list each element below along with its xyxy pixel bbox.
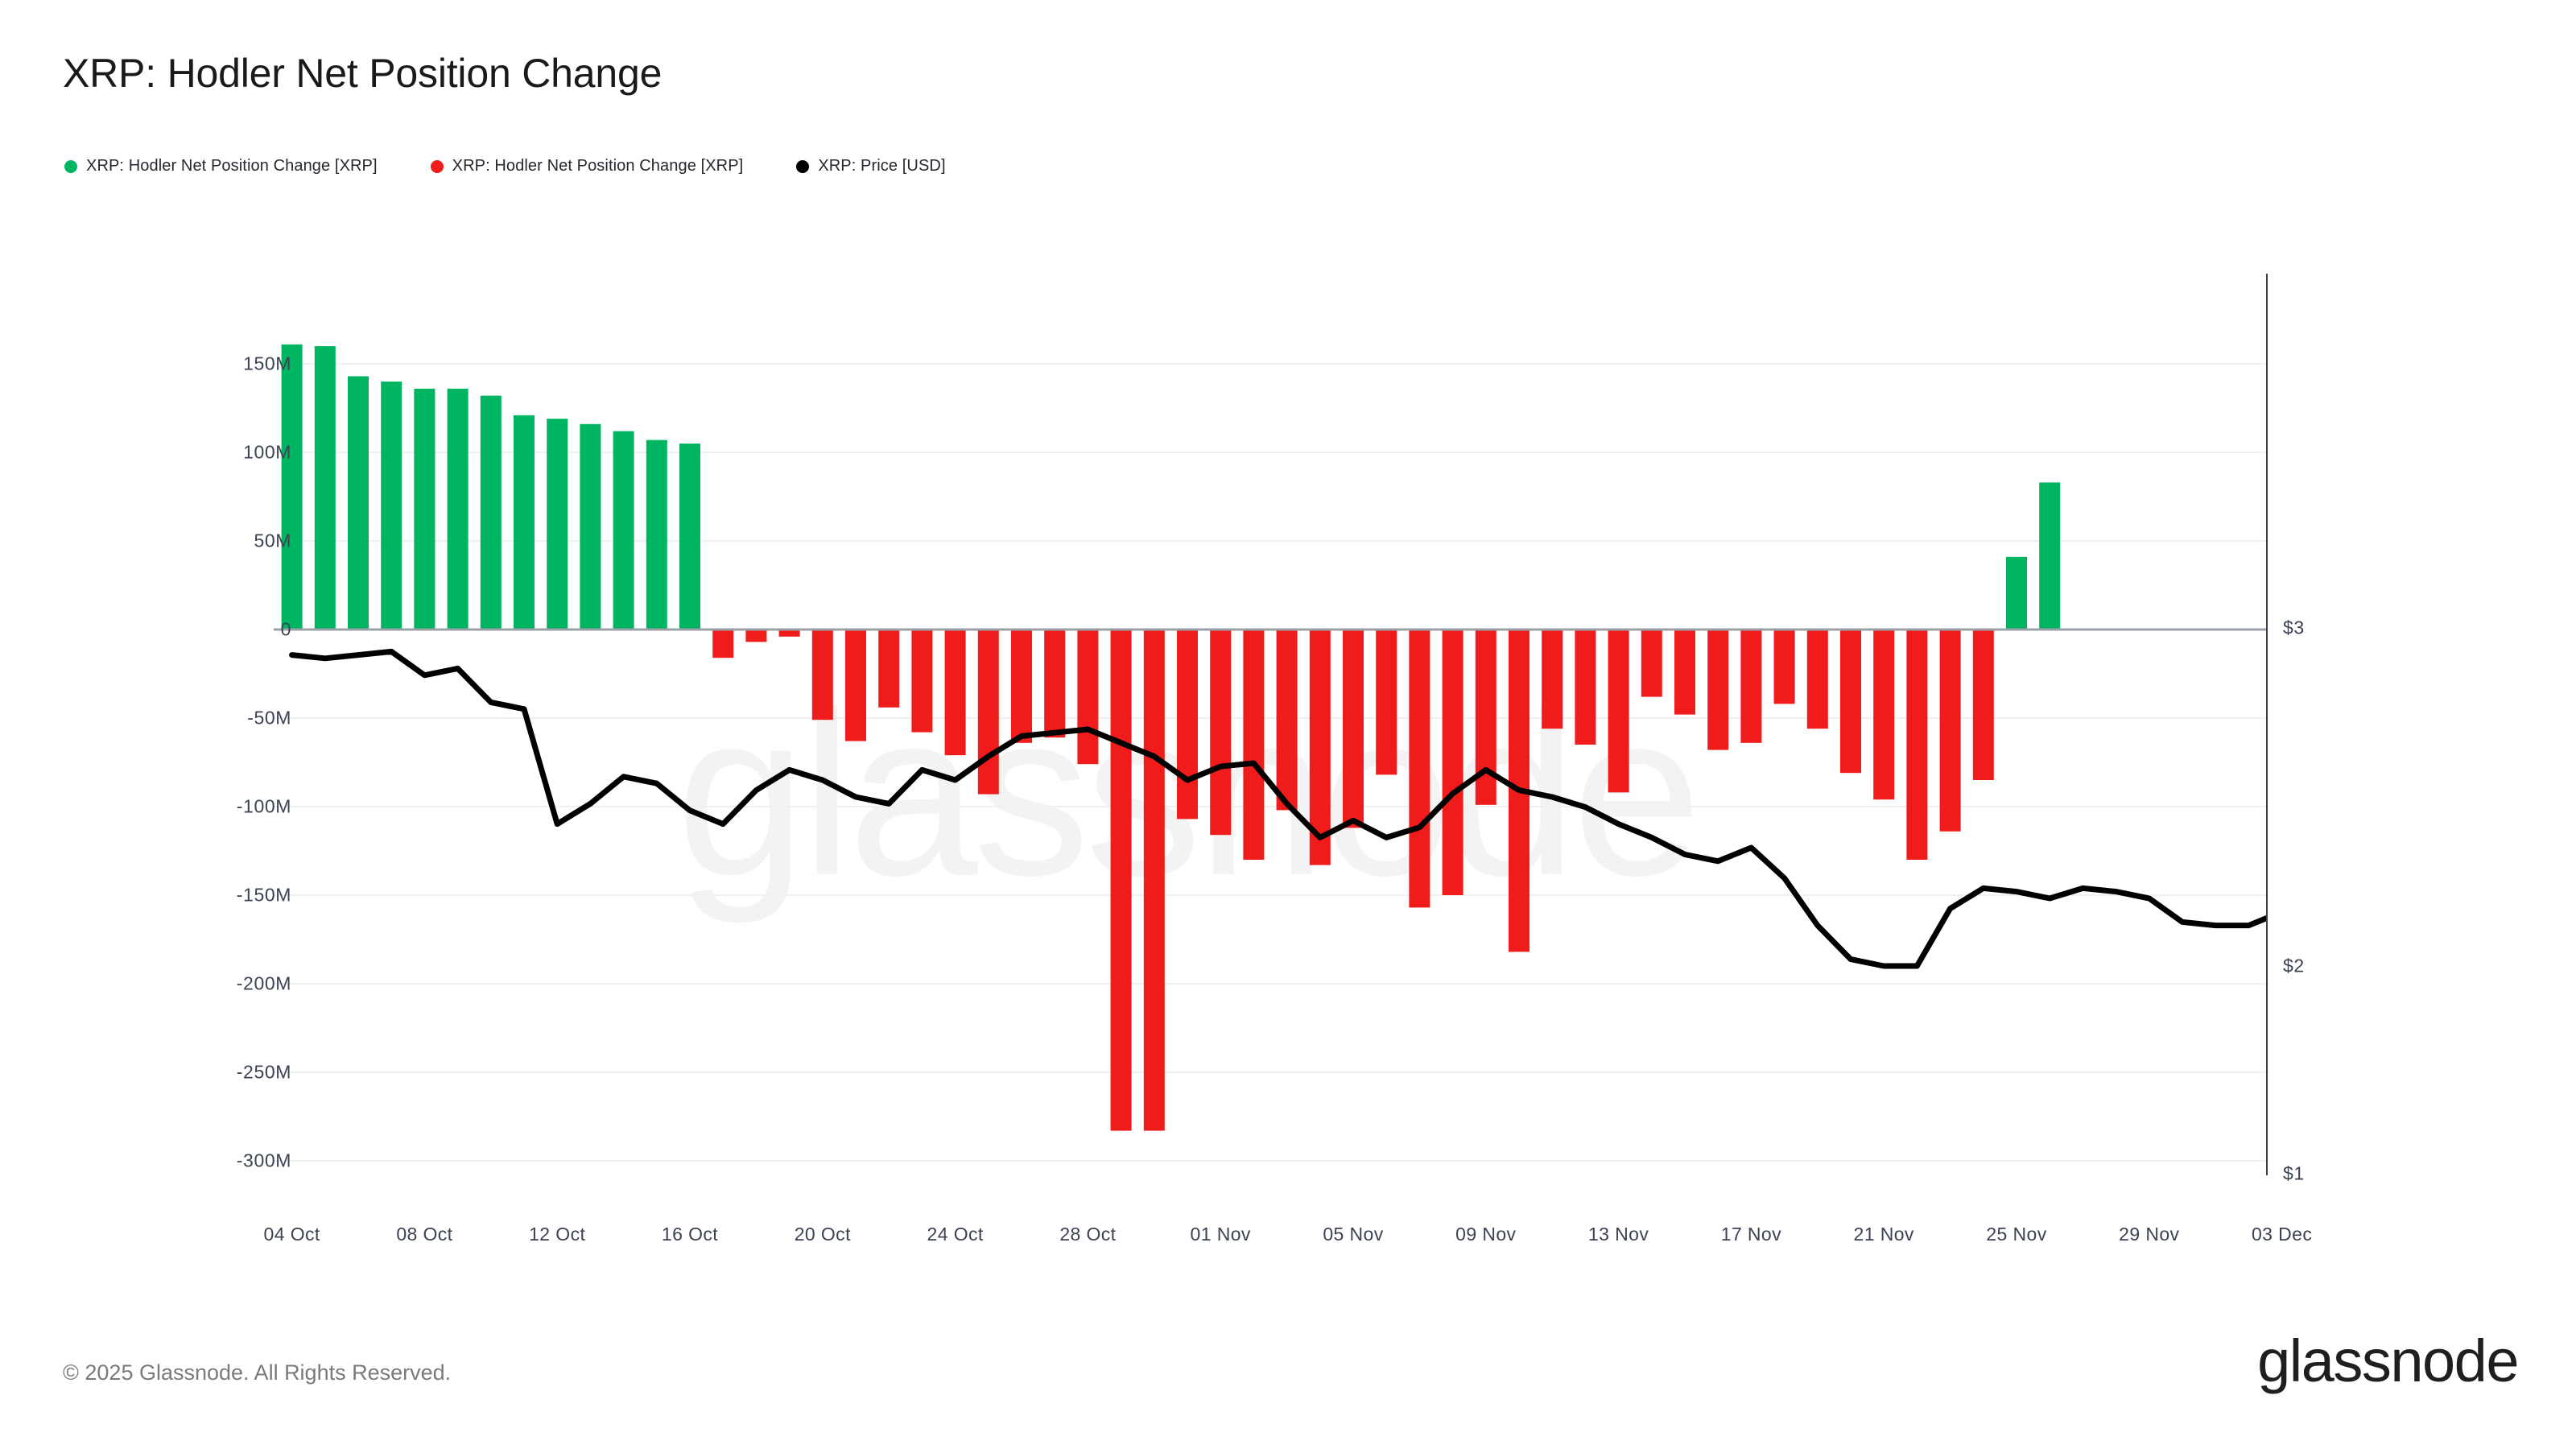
bar[interactable] (1077, 630, 1099, 765)
bar[interactable] (679, 444, 700, 630)
y2-axis-tick-label: $3 (2283, 617, 2305, 638)
bar[interactable] (646, 440, 667, 630)
legend-item-hodler-negative[interactable]: XRP: Hodler Net Position Change [XRP] (430, 157, 744, 175)
bar[interactable] (414, 388, 436, 630)
bar[interactable] (1939, 630, 1961, 832)
y-axis-tick-label: -100M (236, 795, 291, 817)
x-axis-tick-label: 01 Nov (1190, 1224, 1251, 1245)
bar[interactable] (1044, 630, 1066, 738)
legend-dot-black-icon (796, 159, 810, 173)
y-axis-tick-label: 50M (254, 530, 291, 551)
bar[interactable] (1343, 630, 1364, 828)
y-axis-tick-label: -50M (247, 707, 291, 729)
chart-canvas (274, 344, 2266, 1162)
bar[interactable] (1276, 630, 1298, 811)
bar[interactable] (1011, 630, 1032, 743)
bar[interactable] (1906, 630, 1928, 860)
x-axis-tick-label: 16 Oct (661, 1224, 719, 1245)
chart-plot-area (274, 274, 2268, 1175)
bar[interactable] (381, 382, 402, 630)
bar[interactable] (1110, 630, 1132, 1131)
chart-legend: XRP: Hodler Net Position Change [XRP] XR… (64, 157, 999, 175)
legend-dot-red-icon (430, 159, 444, 173)
bar[interactable] (944, 630, 966, 756)
x-axis-tick-label: 13 Nov (1587, 1224, 1649, 1245)
bar[interactable] (314, 346, 336, 630)
right-axis-line (2266, 274, 2268, 1175)
bar[interactable] (1740, 630, 1762, 743)
bar[interactable] (1972, 630, 1994, 780)
bar[interactable] (1442, 630, 1463, 895)
bar[interactable] (1707, 630, 1729, 750)
bar[interactable] (1575, 630, 1596, 745)
bar[interactable] (281, 344, 303, 630)
x-axis-tick-label: 28 Oct (1059, 1224, 1117, 1245)
legend-dot-green-icon (64, 159, 77, 173)
bar[interactable] (1674, 630, 1695, 715)
bar[interactable] (1177, 630, 1198, 819)
x-axis-tick-label: 20 Oct (794, 1224, 851, 1245)
glassnode-logo: glassnode (2257, 1327, 2519, 1394)
x-axis-tick-label: 05 Nov (1323, 1224, 1384, 1245)
x-axis-tick-label: 24 Oct (927, 1224, 984, 1245)
bar[interactable] (1641, 630, 1662, 697)
y-axis-tick-label: -150M (236, 884, 291, 906)
bar[interactable] (1409, 630, 1430, 908)
bar[interactable] (1542, 630, 1563, 729)
bar[interactable] (580, 423, 601, 630)
bar[interactable] (811, 630, 833, 720)
bar[interactable] (613, 431, 634, 630)
x-axis-tick-label: 03 Dec (2251, 1224, 2313, 1245)
x-axis-tick-label: 12 Oct (529, 1224, 586, 1245)
footer-copyright: © 2025 Glassnode. All Rights Reserved. (63, 1360, 452, 1385)
bar[interactable] (778, 630, 800, 637)
x-axis-tick-label: 21 Nov (1853, 1224, 1914, 1245)
bar[interactable] (2006, 556, 2027, 630)
legend-label: XRP: Hodler Net Position Change [XRP] (452, 157, 744, 175)
bar[interactable] (878, 630, 900, 708)
legend-item-hodler-positive[interactable]: XRP: Hodler Net Position Change [XRP] (64, 157, 378, 175)
bar[interactable] (1773, 630, 1795, 704)
y-axis-tick-label: 150M (243, 353, 291, 374)
bar[interactable] (1309, 630, 1331, 865)
bar[interactable] (1143, 630, 1165, 1131)
x-axis-tick-label: 08 Oct (396, 1224, 453, 1245)
x-axis-tick-label: 25 Nov (1986, 1224, 2047, 1245)
bar[interactable] (1840, 630, 1861, 774)
legend-label: XRP: Hodler Net Position Change [XRP] (86, 157, 378, 175)
bar[interactable] (712, 630, 734, 658)
bar[interactable] (1806, 630, 1828, 729)
bar[interactable] (348, 376, 369, 630)
bar[interactable] (1873, 630, 1895, 800)
bar[interactable] (911, 630, 933, 733)
bar[interactable] (1243, 630, 1265, 860)
bar[interactable] (480, 395, 502, 630)
bar[interactable] (1376, 630, 1397, 775)
bar[interactable] (845, 630, 866, 741)
y-axis-tick-label: 100M (243, 441, 291, 463)
bar[interactable] (447, 388, 469, 630)
page-title: XRP: Hodler Net Position Change (63, 51, 663, 96)
price-line[interactable] (289, 648, 2266, 969)
y2-axis-tick-label: $2 (2283, 955, 2305, 976)
bar[interactable] (547, 419, 568, 630)
legend-item-price[interactable]: XRP: Price [USD] (796, 157, 946, 175)
y-axis-tick-label: 0 (280, 618, 291, 640)
bar[interactable] (977, 630, 999, 795)
y-axis-tick-label: -200M (236, 972, 291, 994)
x-axis-tick-label: 29 Nov (2119, 1224, 2180, 1245)
bar[interactable] (2039, 482, 2061, 630)
legend-label: XRP: Price [USD] (818, 157, 946, 175)
x-axis-tick-label: 09 Nov (1455, 1224, 1517, 1245)
bar[interactable] (745, 630, 767, 642)
x-axis-tick-label: 04 Oct (263, 1224, 320, 1245)
y-axis-tick-label: -300M (236, 1150, 291, 1171)
bar[interactable] (1210, 630, 1232, 836)
bar[interactable] (1608, 630, 1629, 793)
bar[interactable] (514, 415, 535, 630)
x-axis-tick-label: 17 Nov (1720, 1224, 1782, 1245)
y2-axis-tick-label: $1 (2283, 1162, 2305, 1184)
y-axis-tick-label: -250M (236, 1061, 291, 1083)
